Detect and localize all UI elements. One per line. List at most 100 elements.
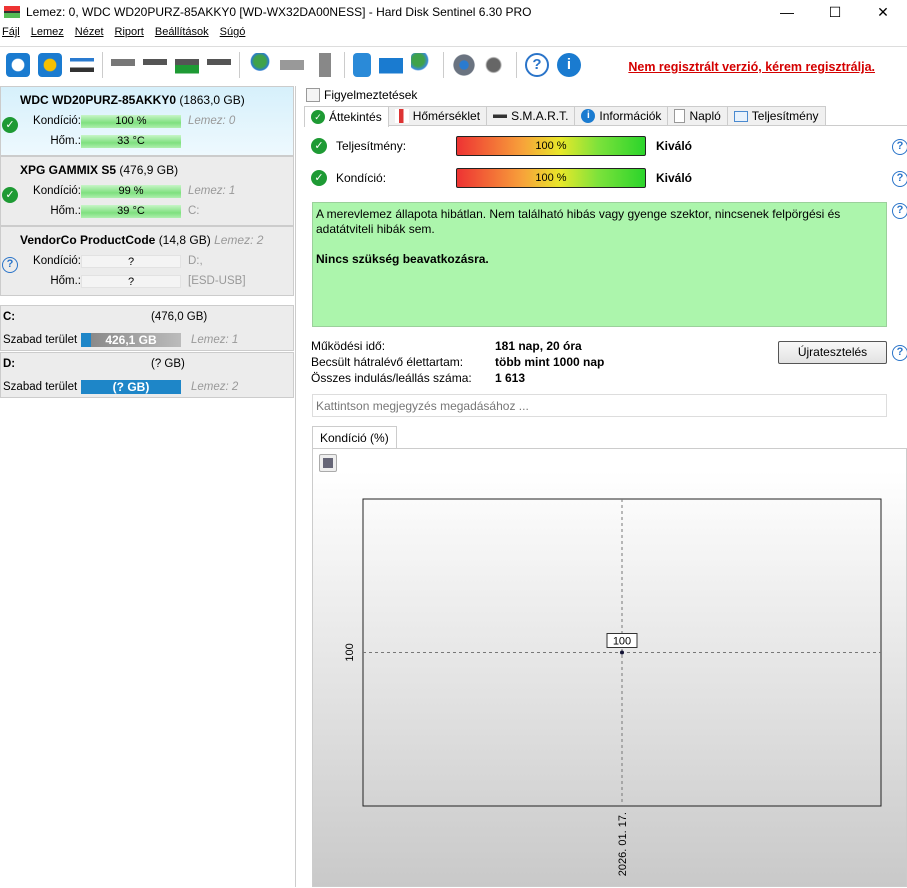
- volume-d[interactable]: D: (? GB) Szabad terület (? GB) Lemez: 2: [0, 352, 294, 398]
- disk-check-icon[interactable]: [175, 52, 199, 77]
- globe-disk-icon[interactable]: [248, 52, 272, 77]
- condition-rating: Kiváló: [656, 171, 693, 185]
- close-button[interactable]: ✕: [877, 3, 889, 20]
- info-icon: i: [581, 109, 596, 123]
- help-icon[interactable]: ?: [892, 139, 907, 155]
- check-icon: ✓: [311, 170, 327, 186]
- disk-index: Lemez: 1: [188, 185, 236, 197]
- tab-label: Napló: [689, 109, 721, 123]
- thermometer-icon: [394, 109, 409, 123]
- tab-label: Hőmérséklet: [412, 109, 481, 123]
- notes-icon[interactable]: [353, 52, 371, 77]
- info-icon[interactable]: i: [557, 52, 581, 77]
- condition-chart: 100 2026. 01. 17. 100: [344, 498, 882, 876]
- remote-icon[interactable]: [411, 52, 435, 77]
- drive-letter: C:: [188, 205, 200, 217]
- menu-file[interactable]: Fájl: [2, 26, 20, 38]
- disk-entry-0[interactable]: WDC WD20PURZ-85AKKY0 (1863,0 GB) ✓ Kondí…: [0, 86, 294, 156]
- menu-help[interactable]: Súgó: [219, 26, 246, 38]
- tab-bar: ✓ Áttekintés Hőmérséklet S.M.A.R.T. i Info…: [304, 106, 907, 127]
- note-input[interactable]: Kattintson megjegyzés megadásához ...: [312, 394, 887, 417]
- menu-disk[interactable]: Lemez: [30, 26, 64, 38]
- check-icon: ✓: [311, 110, 325, 124]
- disk-info-icon[interactable]: [70, 52, 94, 77]
- check-icon: ✓: [2, 187, 18, 203]
- start-count-value: 1 613: [495, 371, 526, 385]
- condition-bar: 100 %: [81, 115, 181, 128]
- detail-panel: Figyelmeztetések ✓ Áttekintés Hőmérséklet…: [300, 86, 907, 887]
- menu-view[interactable]: Nézet: [74, 26, 104, 38]
- volume-size: (? GB): [151, 358, 185, 370]
- speaker-icon[interactable]: [484, 52, 508, 77]
- disk-clock-icon[interactable]: [143, 52, 167, 77]
- free-space-bar: 426,1 GB: [81, 333, 181, 347]
- tab-temperature[interactable]: Hőmérséklet: [387, 106, 488, 125]
- volume-c[interactable]: C: (476,0 GB) Szabad terület 426,1 GB Le…: [0, 305, 294, 351]
- disk-search-icon[interactable]: [207, 52, 231, 77]
- check-icon: ✓: [311, 138, 327, 154]
- disk-entry-2[interactable]: VendorCo ProductCode (14,8 GB) Lemez: 2 …: [0, 226, 294, 296]
- y-tick-label: 100: [344, 643, 356, 661]
- disk-icon: [493, 109, 508, 123]
- refresh-warning-icon[interactable]: [38, 52, 62, 77]
- condition-label: Kondíció:: [33, 115, 81, 127]
- app-icon: [4, 6, 20, 18]
- free-space-label: Szabad terület: [3, 381, 78, 393]
- tab-warnings-label: Figyelmeztetések: [324, 88, 418, 102]
- save-icon[interactable]: [319, 454, 337, 472]
- menu-settings[interactable]: Beállítások: [154, 26, 209, 38]
- disk-icon[interactable]: [111, 52, 135, 77]
- tab-condition-chart[interactable]: Kondíció (%): [312, 426, 397, 449]
- tab-performance[interactable]: Teljesítmény: [726, 106, 826, 125]
- performance-label: Teljesítmény:: [336, 139, 407, 153]
- maximize-button[interactable]: ☐: [828, 3, 842, 20]
- tab-smart[interactable]: S.M.A.R.T.: [486, 106, 576, 125]
- temperature-bar: 33 °C: [81, 135, 181, 148]
- tab-overview[interactable]: ✓ Áttekintés: [304, 106, 389, 127]
- performance-rating: Kiváló: [656, 139, 693, 153]
- start-count-label: Összes indulás/leállás száma:: [311, 371, 472, 385]
- toolbar-separator: [516, 51, 517, 78]
- uptime-label: Működési idő:: [311, 339, 386, 353]
- help-icon[interactable]: ?: [892, 345, 907, 361]
- free-space-bar: (? GB): [81, 380, 181, 394]
- disk-size: (14,8 GB): [158, 233, 211, 247]
- minimize-button[interactable]: —: [780, 4, 794, 20]
- uptime-value: 181 nap, 20 óra: [495, 339, 582, 353]
- menu-report[interactable]: Riport: [114, 26, 144, 38]
- help-icon[interactable]: ?: [892, 171, 907, 187]
- data-label-box: [606, 633, 638, 648]
- help-icon[interactable]: ?: [892, 203, 907, 219]
- x-tick-label: 2026. 01. 17.: [617, 812, 629, 876]
- volume-name: C:: [3, 311, 16, 323]
- status-message-text: A merevlemez állapota hibátlan. Nem talá…: [316, 207, 841, 236]
- chart-icon: [733, 110, 748, 122]
- tab-warnings[interactable]: Figyelmeztetések: [306, 88, 417, 102]
- condition-bar: ?: [81, 255, 181, 268]
- performance-row: ✓ Teljesítmény: 100 % Kiváló: [310, 136, 900, 156]
- disk-name: XPG GAMMIX S5: [20, 163, 117, 177]
- disk-index: Lemez: 2: [214, 233, 264, 247]
- refresh-icon[interactable]: [6, 52, 30, 77]
- tab-log[interactable]: Napló: [667, 106, 728, 125]
- disk-index: Lemez: 1: [191, 334, 239, 346]
- network-icon[interactable]: [280, 52, 304, 77]
- condition-label: Kondíció:: [336, 171, 387, 185]
- disk-index: Lemez: 2: [191, 381, 239, 393]
- free-space-label: Szabad terület: [3, 334, 78, 346]
- toolbar-separator: [344, 51, 345, 78]
- tab-information[interactable]: i Információk: [574, 106, 669, 125]
- disk-entry-1[interactable]: XPG GAMMIX S5 (476,9 GB) ✓ Kondíció: 99 %…: [0, 156, 294, 226]
- performance-bar: 100 %: [456, 136, 646, 156]
- disk-name: VendorCo ProductCode: [20, 233, 156, 247]
- help-icon[interactable]: ?: [525, 52, 549, 77]
- gear-icon[interactable]: [452, 52, 476, 77]
- retest-button[interactable]: Újratesztelés: [778, 341, 887, 364]
- server-icon[interactable]: [312, 52, 336, 77]
- toolbar-separator: [239, 51, 240, 78]
- mail-icon[interactable]: [379, 52, 403, 77]
- tab-label: Áttekintés: [329, 110, 382, 124]
- volume-name: D:: [3, 358, 16, 370]
- document-icon: [674, 109, 686, 123]
- register-link[interactable]: Nem regisztrált verzió, kérem regisztrál…: [628, 60, 875, 74]
